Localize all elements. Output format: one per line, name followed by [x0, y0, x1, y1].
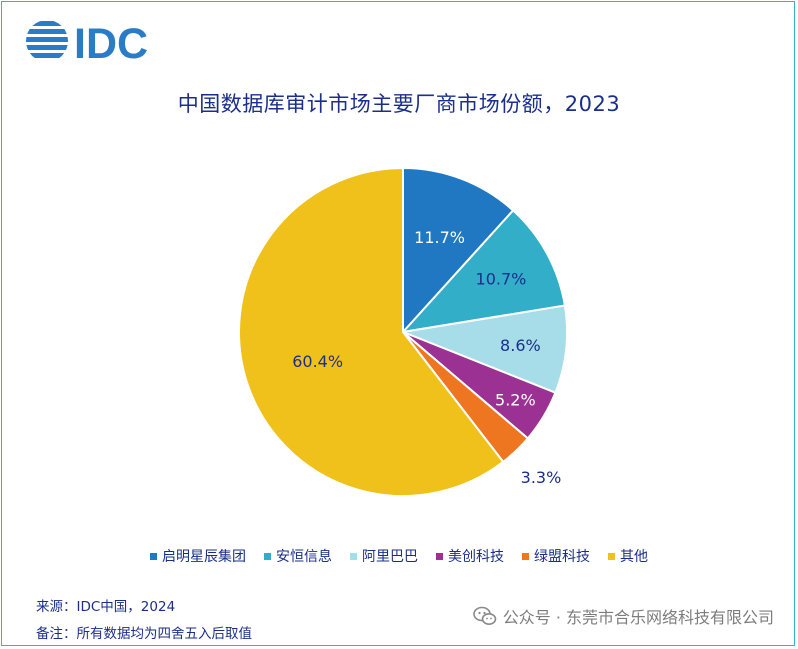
legend-swatch: [522, 552, 529, 560]
pie-slice: [402, 166, 515, 335]
watermark: 公众号 · 东莞市合乐网络科技有限公司: [472, 604, 774, 628]
legend-label: 启明星辰集团: [162, 549, 246, 565]
legend-item: 其他: [608, 546, 648, 566]
slice-label: 11.7%: [414, 228, 465, 247]
legend-item: 阿里巴巴: [350, 546, 418, 566]
legend-item: 绿盟科技: [522, 546, 590, 566]
source-note: 来源：IDC中国，2024: [36, 599, 176, 615]
legend-label: 绿盟科技: [534, 549, 590, 565]
idc-logo: IDC: [26, 20, 148, 64]
logo-text: IDC: [74, 20, 148, 64]
slice-label: 60.4%: [292, 352, 343, 371]
legend-swatch: [608, 552, 615, 560]
pie-slice: [399, 304, 568, 394]
slice-label: 8.6%: [500, 336, 541, 355]
legend-swatch: [350, 552, 357, 560]
legend-swatch: [264, 552, 271, 560]
slice-label: 3.3%: [521, 468, 562, 487]
legend-label: 阿里巴巴: [362, 549, 418, 565]
legend-label: 美创科技: [448, 549, 504, 565]
legend: 启明星辰集团 安恒信息 阿里巴巴 美创科技 绿盟科技 其他: [0, 546, 798, 566]
slice-label: 10.7%: [476, 270, 527, 289]
pie-slice: [238, 166, 505, 497]
slice-label: 5.2%: [495, 391, 536, 410]
pie-slice: [400, 209, 567, 334]
legend-item: 启明星辰集团: [150, 546, 246, 566]
legend-swatch: [150, 552, 157, 560]
legend-label: 其他: [620, 549, 648, 565]
remark-note: 备注：所有数据均为四舍五入后取值: [36, 626, 252, 642]
legend-item: 安恒信息: [264, 546, 332, 566]
watermark-text: 公众号 · 东莞市合乐网络科技有限公司: [502, 608, 774, 627]
legend-label: 安恒信息: [276, 549, 332, 565]
wechat-icon: [472, 606, 497, 625]
globe-icon: [26, 21, 68, 58]
legend-swatch: [436, 552, 443, 560]
legend-item: 美创科技: [436, 546, 504, 566]
chart-title: 中国数据库审计市场主要厂商市场份额，2023: [177, 92, 621, 116]
